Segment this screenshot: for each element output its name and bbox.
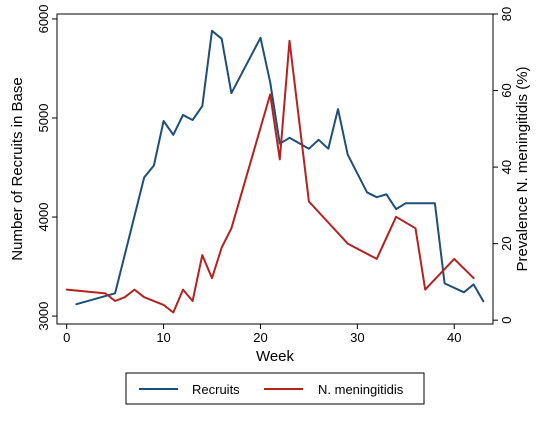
y-left-tick-label: 3000 — [36, 302, 51, 331]
legend-label-meningitidis: N. meningitidis — [318, 382, 404, 397]
y-left-tick-label: 5000 — [36, 104, 51, 133]
plot-area — [56, 13, 494, 325]
x-tick-label: 40 — [447, 330, 461, 345]
y-right-tick-label: 80 — [499, 7, 514, 21]
series-line-n-meningitidis — [65, 39, 475, 314]
x-tick-label: 0 — [63, 330, 70, 345]
legend: Recruits N. meningitidis — [125, 372, 425, 405]
y-right-tick-label: 60 — [499, 83, 514, 97]
y-axis-right-title: Prevalence N. meningitidis (%) — [514, 66, 531, 271]
series-line-recruits — [75, 29, 485, 306]
x-tick-label: 30 — [350, 330, 364, 345]
y-left-tick-label: 4000 — [36, 203, 51, 232]
y-right-tick-label: 0 — [499, 317, 514, 324]
x-tick-label: 10 — [156, 330, 170, 345]
y-axis-left-title: Number of Recruits in Base — [9, 77, 26, 260]
axes-layer: 0 10 20 30 40 3000 4000 5000 6000 0 20 40 60 80 — [36, 4, 514, 345]
y-left-tick-label: 6000 — [36, 4, 51, 33]
y-right-tick-label: 20 — [499, 236, 514, 250]
series-layer — [65, 29, 485, 314]
legend-label-recruits: Recruits — [192, 382, 240, 397]
x-tick-label: 20 — [253, 330, 267, 345]
x-axis-title: Week — [256, 348, 295, 365]
y-right-tick-label: 40 — [499, 160, 514, 174]
